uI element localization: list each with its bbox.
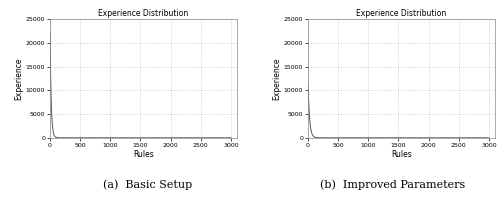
- Title: Experience Distribution: Experience Distribution: [98, 9, 188, 18]
- X-axis label: Rules: Rules: [391, 150, 412, 159]
- X-axis label: Rules: Rules: [133, 150, 154, 159]
- Y-axis label: Experience: Experience: [14, 57, 24, 100]
- Title: Experience Distribution: Experience Distribution: [356, 9, 446, 18]
- Text: (a)  Basic Setup: (a) Basic Setup: [103, 179, 192, 190]
- Y-axis label: Experience: Experience: [272, 57, 281, 100]
- Text: (b)  Improved Parameters: (b) Improved Parameters: [320, 179, 465, 190]
